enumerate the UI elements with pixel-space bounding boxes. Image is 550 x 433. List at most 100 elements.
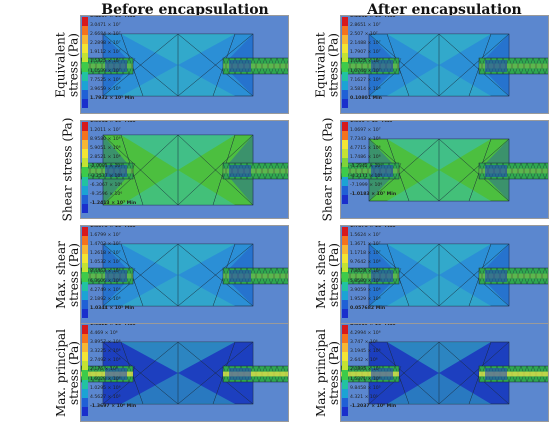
legend-value: 2.642 × 10⁶ [350,358,378,364]
legend-value: 3.2232 × 10⁷ Max [350,15,396,19]
row-label-1-after: Equivalent stress (Pa) [314,15,341,114]
legend-swatch [82,194,88,204]
legend-value: 0.10801 Min [350,95,382,101]
legend-swatch [82,370,88,380]
legend-value: 1.7376 × 10⁷ Max [350,225,396,229]
row-label-3-after: Max. shear stress (Pa) [314,225,341,324]
legend-value: 4.7715 × 10⁶ [350,146,381,152]
legend-entry: 1.0295 × 10⁶ [82,386,146,398]
color-legend: 1.5064 × 10⁷ Max 1.2011 × 10⁷ 8.9580 × 10⁶… [82,121,146,213]
legend-swatch [82,131,88,141]
row-label-1-before: Equivalent stress (Pa) [54,15,81,114]
legend-entry: 2.7492 × 10⁶ [82,358,146,371]
legend-swatch [82,272,88,282]
legend-entry: 1.5371 × 10⁶ [342,376,406,389]
legend-value: 1.0697 × 10⁷ [350,128,381,134]
legend-value: 7.7525 × 10⁶ [90,77,121,83]
legend-swatch [342,185,348,195]
fea-panel-before-4: 1.0422 × 10⁷ Max 4.469 × 10⁶ 3.8957 × 10⁶ 3… [80,323,289,422]
legend-swatch [82,203,88,213]
legend-entry: 1.9529 × 10⁶ [342,296,406,309]
legend-value: -6.3067 × 10⁶ [90,182,123,188]
legend-swatch [82,263,88,273]
legend-entry: -1.2413 × 10⁷ Min [82,201,146,213]
legend-value: 1.9529 × 10⁶ [350,296,381,302]
legend-entry: 1.5064 × 10⁷ Max [82,121,146,132]
legend-entry: 1.1718 × 10⁷ [342,251,406,264]
row-label-2-before: Shear stress (Pa) [58,117,78,222]
legend-swatch [342,272,348,282]
legend-swatch [82,71,88,81]
color-legend: 1.8075 × 10⁷ Max 1.6799 × 10⁷ 1.4703 × 10⁷… [82,225,146,318]
legend-value: 1.2011 × 10⁷ [90,128,121,134]
row-label-text: Equivalent stress (Pa) [314,32,341,97]
legend-swatch [82,254,88,264]
legend-swatch [342,281,348,291]
color-legend: 1.0422 × 10⁷ Max 4.469 × 10⁶ 3.8957 × 10⁶ 3… [82,324,146,416]
legend-entry: 1.4703 × 10⁷ [82,242,146,255]
legend-entry: 2.0895 × 10⁶ [342,367,406,380]
legend-value: -2.0081 × 10⁵ [90,164,123,170]
legend-entry: 7.7525 × 10⁶ [82,77,146,90]
legend-swatch [82,379,88,389]
legend-swatch [82,62,88,72]
legend-value: 0.057682 Min [350,305,386,311]
legend-swatch [342,299,348,309]
legend-value: 9.7642 × 10⁶ [350,260,381,266]
legend-value: 2.0895 × 10⁶ [350,367,381,373]
legend-swatch [82,236,88,246]
legend-swatch [342,245,348,255]
legend-swatch [82,17,88,27]
legend-value: 3.0471 × 10⁷ [90,23,121,29]
legend-swatch [82,26,88,36]
legend-swatch [82,53,88,63]
row-label-line: Shear stress (Pa) [320,117,335,222]
legend-swatch [82,388,88,398]
legend-swatch [342,194,348,204]
legend-entry: 2.1892 × 10⁶ [82,297,146,309]
legend-value: 1.5371 × 10⁶ [350,376,381,382]
legend-swatch [82,140,88,150]
legend-entry: -1.2037 × 10⁶ Min [342,404,406,416]
legend-value: 2.6684 × 10⁷ [90,32,121,38]
legend-swatch [82,227,88,237]
legend-value: 1.0744 × 10⁷ [350,68,381,74]
legend-swatch [342,131,348,141]
legend-swatch [82,343,88,353]
legend-entry: 2.8651 × 10⁷ [342,23,406,36]
legend-entry: -2.0081 × 10⁵ [82,164,146,177]
legend-entry: 1.3671 × 10⁷ [342,242,406,255]
fea-panel-after-1: 3.2232 × 10⁷ Max 2.8651 × 10⁷ 2.507 × 10⁷ 2… [340,15,549,114]
legend-value: 2.8521 × 10⁶ [90,155,121,161]
legend-entry: 8.4463 × 10⁶ [82,269,146,282]
legend-entry: 3.8957 × 10⁶ [82,340,146,353]
column-title-before: Before encapsulation [101,2,269,18]
legend-entry: 3.1945 × 10⁶ [342,349,406,362]
legend-swatch [342,334,348,344]
row-label-line: Shear stress (Pa) [60,117,75,222]
legend-swatch [342,62,348,72]
legend-value: -1.2342 × 10⁶ [350,164,383,170]
row-label-text: Equivalent stress (Pa) [54,32,81,97]
legend-swatch [342,17,348,27]
row-label-text: Max. shear stress (Pa) [314,241,341,309]
legend-value: 1.2618 × 10⁷ [90,251,121,257]
legend-value: 4.5627 × 10⁵ [90,394,121,400]
legend-swatch [342,406,348,416]
legend-entry: 1.0697 × 10⁷ [342,128,406,141]
legend-entry: 1.9112 × 10⁷ [82,50,146,63]
legend-swatch [82,185,88,195]
color-legend: 1.7376 × 10⁷ Max 1.5624 × 10⁷ 1.3671 × 10⁷… [342,225,406,318]
legend-value: 1.8075 × 10⁷ Max [90,225,136,229]
legend-entry: -1.3697 × 10⁶ Min [82,403,146,416]
legend-entry: 4.8019 × 10⁷ Max [342,324,406,335]
legend-value: 8.4463 × 10⁶ [90,269,121,275]
legend-swatch [342,308,348,318]
legend-entry: 1.6028 × 10⁶ [82,377,146,389]
legend-swatch [342,370,348,380]
legend-value: -1.3697 × 10⁶ Min [90,403,137,409]
row-label-4-after: Max. principal stress (Pa) [314,323,341,422]
legend-swatch [342,343,348,353]
legend-value: 2.8651 × 10⁷ [350,23,381,29]
legend-swatch [82,98,88,108]
